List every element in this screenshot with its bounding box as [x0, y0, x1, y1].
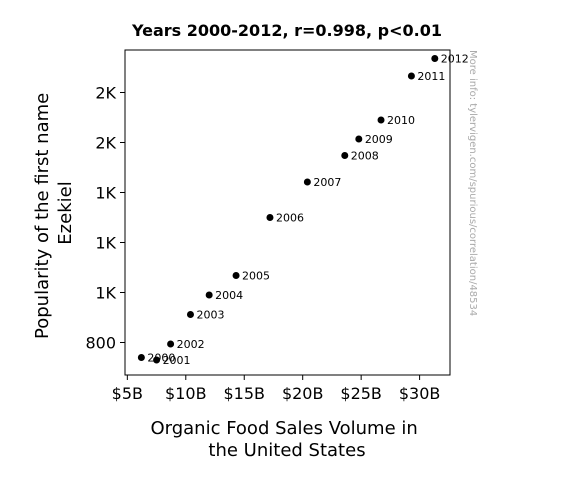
data-point-label: 2004 — [215, 289, 243, 302]
y-axis-label: Popularity of the first name Ezekiel — [32, 87, 76, 339]
data-point — [266, 214, 274, 221]
data-point — [303, 178, 311, 186]
x-axis-label-line-2: the United States — [208, 440, 365, 461]
data-point-label: 2008 — [351, 150, 379, 163]
y-axis-label-line-2: Ezekiel — [55, 181, 76, 244]
y-tick-label: 1K — [95, 184, 116, 203]
x-tick-label: $25B — [340, 384, 382, 403]
data-point-label: 2007 — [313, 176, 341, 189]
y-tick-label: 800 — [85, 334, 116, 353]
data-point — [137, 354, 145, 361]
data-points: 2000200120022003200420052006200720082009… — [137, 53, 469, 367]
x-tick-label: $20B — [282, 384, 324, 403]
data-point-label: 2012 — [441, 53, 469, 66]
y-tick-label: 1K — [95, 234, 116, 253]
data-point — [341, 152, 349, 159]
x-axis-label-line-1: Organic Food Sales Volume in — [150, 418, 417, 439]
data-point — [355, 135, 363, 143]
data-point-label: 2001 — [163, 354, 191, 367]
data-point — [232, 272, 240, 279]
data-point-label: 2005 — [242, 270, 270, 283]
data-point-label: 2010 — [387, 114, 415, 127]
x-tick-label: $30B — [399, 384, 441, 403]
y-tick-label: 2K — [95, 134, 116, 153]
y-tick-label: 1K — [95, 284, 116, 303]
data-point-label: 2009 — [365, 133, 393, 146]
y-axis-ticks: 800 1K 1K 1K 2K 2K — [85, 84, 125, 353]
data-point — [153, 356, 161, 364]
data-point-label: 2006 — [276, 212, 304, 225]
x-tick-label: $15B — [223, 384, 265, 403]
data-point — [407, 72, 415, 80]
y-axis-label-line-1: Popularity of the first name — [32, 93, 53, 339]
data-point — [167, 340, 175, 348]
data-point — [431, 55, 439, 62]
data-point — [186, 311, 194, 318]
data-point-label: 2002 — [177, 338, 205, 351]
x-tick-label: $5B — [112, 384, 143, 403]
data-point-label: 2011 — [417, 70, 445, 83]
data-point-label: 2003 — [196, 309, 224, 322]
data-point — [205, 291, 213, 299]
plot-area — [124, 49, 451, 376]
chart-title: Years 2000-2012, r=0.998, p<0.01 — [131, 21, 442, 40]
x-axis-label: Organic Food Sales Volume in the United … — [150, 418, 423, 461]
x-tick-label: $10B — [165, 384, 207, 403]
y-tick-label: 2K — [95, 84, 116, 103]
data-point — [377, 116, 385, 124]
x-axis-ticks: $5B $10B $15B $20B $25B $30B — [112, 375, 441, 403]
watermark: More info: tylervigen.com/spurious/corre… — [467, 50, 478, 316]
